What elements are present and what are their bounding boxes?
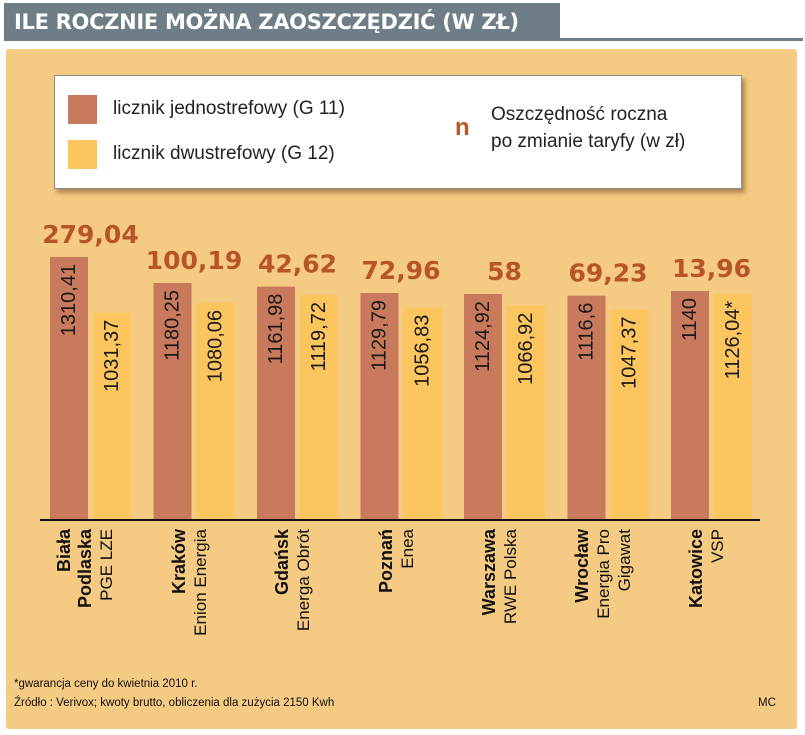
category-provider-name: VSP <box>707 529 727 564</box>
savings-label: 72,96 <box>361 256 440 285</box>
bar-g12 <box>507 305 545 519</box>
category-city-name: Biała <box>54 529 74 573</box>
category-label: Katowice VSP <box>669 529 744 679</box>
legend-label-g11: licznik jednostrefowy (G 11) <box>113 98 345 119</box>
bar-g12 <box>196 302 235 519</box>
category-city-name: Katowice <box>685 529 706 609</box>
bar-g11 <box>671 291 709 519</box>
category-provider-name: RWE Polska <box>500 529 520 625</box>
bar-label-g11: 1129,79 <box>369 300 391 371</box>
bar-label-g11: 1124,92 <box>472 301 494 372</box>
bar-label-g11: 1116,6 <box>576 303 598 361</box>
legend-swatch-g11 <box>68 95 97 124</box>
category-city-name: Poznań <box>375 529 395 594</box>
category-label: Gdańsk Energa Obrót <box>255 529 330 679</box>
bar-label-g11: 1161,98 <box>265 294 287 365</box>
bar-g12 <box>300 295 338 519</box>
savings-label: 42,62 <box>258 250 337 279</box>
category-provider-name: Energia Pro <box>593 529 613 619</box>
legend-savings-label-line2: po zmianie taryfy (w zł) <box>491 131 686 152</box>
category-label: Warszawa RWE Polska <box>462 529 537 679</box>
bar-g12 <box>403 307 442 519</box>
bar-g12 <box>714 293 752 519</box>
bar-g11 <box>464 294 502 519</box>
category-provider-name: Enion Energia <box>190 529 209 636</box>
category-city-name: Gdańsk <box>271 529 292 596</box>
legend: licznik jednostrefowy (G 11) licznik dwu… <box>54 75 742 189</box>
bar-g11 <box>257 286 295 519</box>
title-rule <box>560 38 803 41</box>
savings-label: 279,04 <box>42 220 138 249</box>
category-city-name: Podlaska <box>75 529 95 609</box>
legend-swatch-g12 <box>68 140 97 169</box>
legend-label-g12: licznik dwustrefowy (G 12) <box>113 143 335 164</box>
category-label: Biała Podlaska PGE LZE <box>48 529 123 679</box>
legend-savings-label-line1: Oszczędność roczna <box>491 104 668 125</box>
category-city-name: Warszawa <box>478 529 499 616</box>
savings-label: 13,96 <box>672 254 751 283</box>
bar-label-g12: 1056,83 <box>412 315 434 387</box>
category-provider-name: Gigawat <box>614 529 634 592</box>
category-label: Wrocław Energia Pro Gigawat <box>566 529 641 679</box>
bar-label-g12: 1066,92 <box>515 313 537 385</box>
category-provider-name: Enea <box>397 529 416 569</box>
footnote: *gwarancja ceny do kwietnia 2010 r. <box>14 678 198 690</box>
source-note: Źródło : Verivox; kwoty brutto, obliczen… <box>14 697 335 709</box>
bar-g11 <box>360 293 399 519</box>
savings-label: 58 <box>487 257 522 286</box>
title-bar: ILE ROCZNIE MOŻNA ZAOSZCZĘDZIĆ (W ZŁ) <box>4 3 560 41</box>
category-city-name: Wrocław <box>571 529 592 603</box>
bar-label-g12: 1031,37 <box>101 320 123 392</box>
savings-label: 100,19 <box>146 246 242 275</box>
bar-g11 <box>50 256 88 519</box>
bar-g11 <box>567 295 606 519</box>
bar-g12 <box>610 309 649 519</box>
bar-g11 <box>153 282 192 519</box>
category-label: Poznań Enea <box>359 529 434 679</box>
bar-label-g12: 1080,06 <box>205 310 227 382</box>
category-provider-name: PGE LZE <box>97 529 116 601</box>
author-initials: MC <box>758 697 776 709</box>
bar-g12 <box>93 312 131 519</box>
legend-savings-marker: n <box>455 114 470 141</box>
bar-label-g11: 1140 <box>679 298 701 341</box>
category-city-name: Kraków <box>168 529 188 595</box>
category-provider-name: Energa Obrót <box>293 529 313 632</box>
bar-label-g12: 1119,72 <box>308 302 330 371</box>
category-label: Kraków Enion Energia <box>152 529 227 679</box>
bar-label-g12: 1126,04* <box>722 301 744 380</box>
bar-label-g11: 1180,25 <box>162 290 184 361</box>
bar-label-g12: 1047,37 <box>619 317 641 389</box>
savings-label: 69,23 <box>568 259 647 288</box>
bar-label-g11: 1310,41 <box>58 264 80 336</box>
chart-title: ILE ROCZNIE MOŻNA ZAOSZCZĘDZIĆ (W ZŁ) <box>14 10 519 34</box>
x-axis-line <box>40 519 760 521</box>
